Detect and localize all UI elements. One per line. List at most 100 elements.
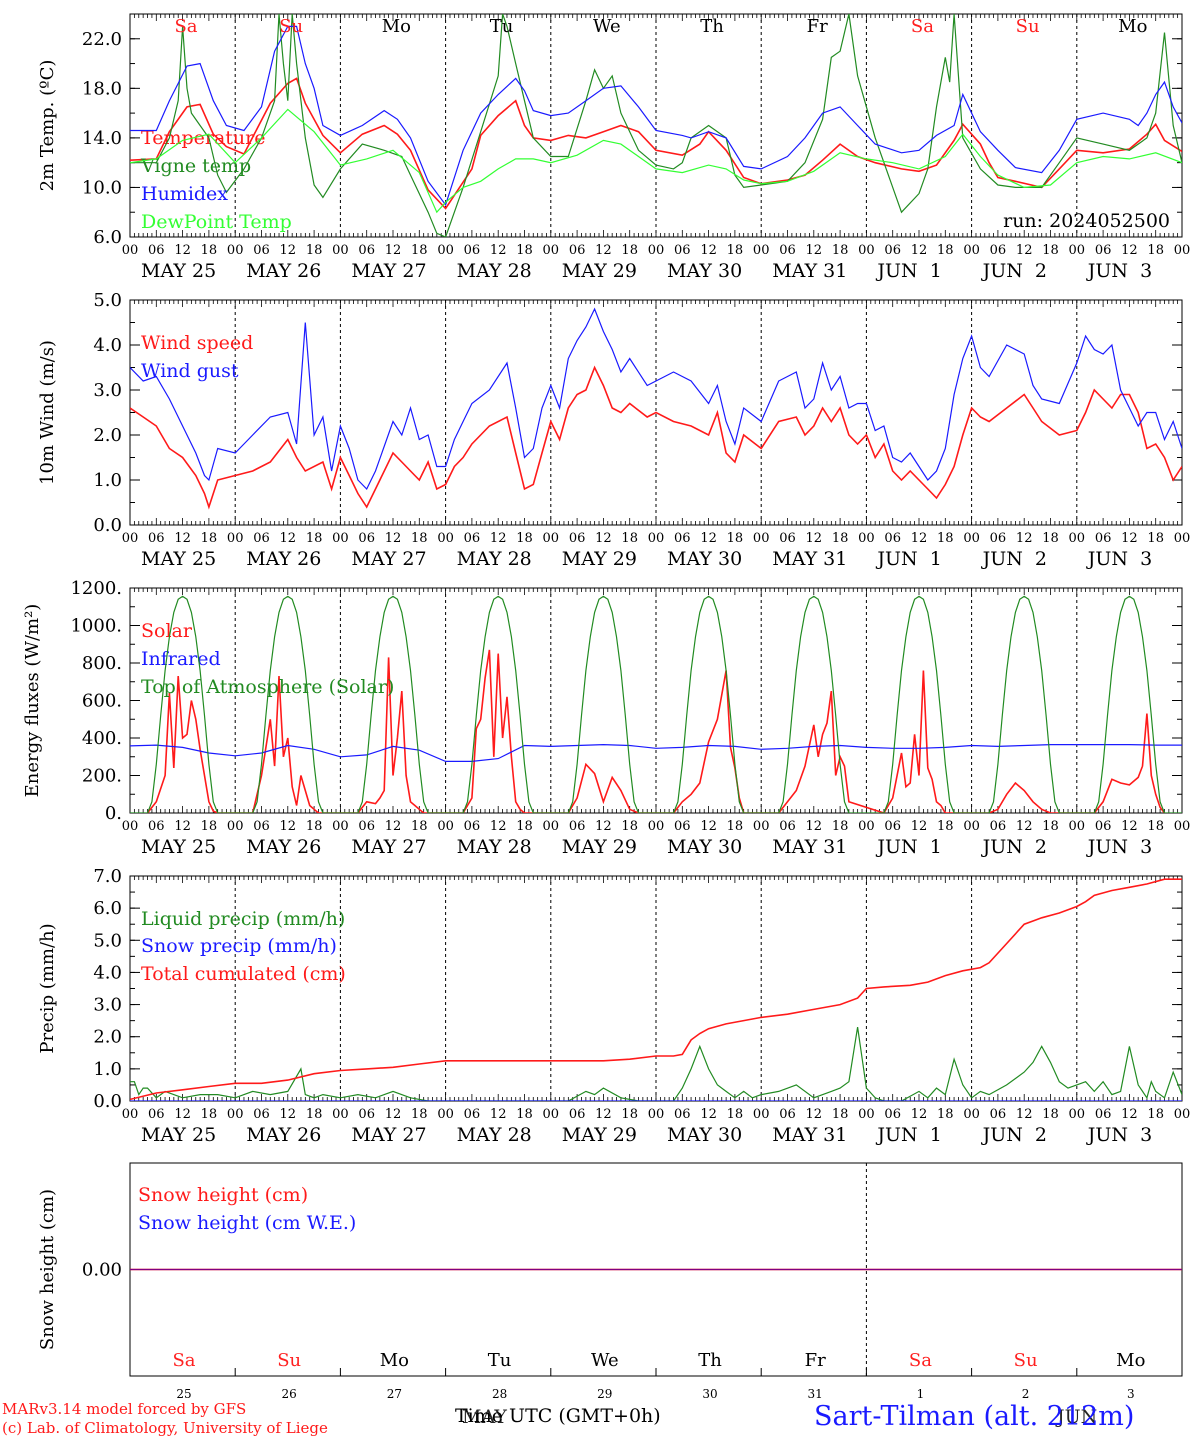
hour-tick-label: 00	[858, 531, 875, 546]
hour-tick-label: 00	[1069, 531, 1086, 546]
day-number-label: 25	[176, 1387, 191, 1401]
date-label: JUN 2	[981, 548, 1047, 570]
hour-tick-label: 12	[490, 819, 507, 834]
hour-tick-label: 06	[1095, 819, 1112, 834]
hour-tick-label: 06	[990, 1107, 1007, 1122]
y-tick-label: 0.0	[93, 515, 122, 536]
y-tick-label: 3.0	[93, 995, 122, 1016]
date-label: JUN 3	[1086, 1124, 1152, 1146]
hour-tick-label: 18	[201, 1107, 218, 1122]
hour-tick-label: 00	[332, 819, 349, 834]
legend-entry: Liquid precip (mm/h)	[141, 908, 345, 930]
hour-tick-label: 06	[253, 243, 270, 258]
y-tick-label: 0.00	[82, 1260, 122, 1281]
weekday-label-top: Sa	[174, 16, 197, 37]
hour-tick-label: 00	[227, 1107, 244, 1122]
hour-tick-label: 12	[806, 1107, 823, 1122]
hour-tick-label: 06	[779, 819, 796, 834]
series-line-infrared	[130, 743, 1182, 763]
y-tick-label: 5.0	[93, 930, 122, 951]
model-credit: MARv3.14 model forced by GFS	[2, 1400, 247, 1418]
weekday-label-top: Su	[1016, 16, 1040, 37]
weekday-label-top: Tu	[490, 16, 514, 37]
panel-wind: 00 06 12 18 00 06 12 18 00 06 12 18 00 06 12 18 00 06 12 18…	[37, 290, 1190, 570]
day-number-label: 26	[282, 1387, 297, 1401]
y-tick-label: 1.0	[93, 1059, 122, 1080]
weekday-label-bottom: Sa	[909, 1350, 932, 1371]
hour-tick-label: 18	[411, 1107, 428, 1122]
hour-tick-label: 06	[779, 531, 796, 546]
hour-tick-label: 12	[490, 243, 507, 258]
hour-tick-label: 12	[174, 531, 191, 546]
hour-tick-label: 06	[464, 243, 481, 258]
hour-tick-label: 18	[727, 1107, 744, 1122]
hour-tick-label: 12	[595, 1107, 612, 1122]
hour-tick-label: 18	[201, 531, 218, 546]
hour-tick-label: 18	[201, 243, 218, 258]
date-label: MAY 30	[667, 260, 742, 282]
date-label: MAY 31	[772, 1124, 847, 1146]
hour-tick-label: 12	[911, 819, 928, 834]
date-label: MAY 28	[457, 1124, 532, 1146]
month-label: JUN	[1055, 1406, 1097, 1428]
date-label: JUN 1	[875, 260, 941, 282]
hour-tick-label: 06	[674, 819, 691, 834]
hour-tick-label: 00	[1174, 531, 1191, 546]
hour-tick-label: 06	[884, 819, 901, 834]
hour-tick-label: 00	[437, 1107, 454, 1122]
hour-tick-label: 18	[937, 1107, 954, 1122]
weekday-label-top: Su	[279, 16, 303, 37]
hour-tick-label: 18	[516, 819, 533, 834]
series-line-top-of-atmosphere-solar-	[130, 595, 1182, 813]
panel-snow: 0.00 Snow height (cm) Snow height (cm) Snow…	[37, 1162, 1183, 1377]
hour-tick-label: 12	[806, 531, 823, 546]
hour-tick-label: 18	[621, 243, 638, 258]
hour-tick-label: 00	[753, 1107, 770, 1122]
hour-tick-label: 06	[569, 243, 586, 258]
hour-tick-label: 00	[122, 819, 139, 834]
weekday-label-bottom: Mo	[380, 1350, 409, 1371]
hour-tick-label: 06	[148, 531, 165, 546]
station-label: Sart-Tilman (alt. 212m)	[814, 1401, 1135, 1432]
legend-entry: Snow height (cm)	[138, 1184, 308, 1206]
legend-entry: Solar	[141, 620, 193, 642]
hour-tick-label: 00	[122, 1107, 139, 1122]
y-axis-label: 10m Wind (m/s)	[37, 340, 58, 485]
hour-tick-label: 12	[385, 819, 402, 834]
date-label: JUN 1	[875, 548, 941, 570]
time-axis-label: Time UTC (GMT+0h)	[455, 1405, 661, 1427]
hour-tick-label: 18	[727, 819, 744, 834]
hour-tick-label: 12	[911, 1107, 928, 1122]
hour-tick-label: 06	[148, 819, 165, 834]
hour-tick-label: 00	[543, 531, 560, 546]
y-tick-label: 5.0	[93, 290, 122, 311]
date-label: MAY 28	[457, 260, 532, 282]
legend-entry: Top of Atmosphere (Solar)	[141, 676, 394, 698]
legend-entry: Wind gust	[141, 360, 239, 382]
y-tick-label: 3.0	[93, 380, 122, 401]
date-label: JUN 3	[1086, 836, 1152, 858]
hour-tick-label: 12	[280, 819, 297, 834]
y-tick-label: 0.	[105, 803, 122, 824]
weekday-label-bottom: Sa	[172, 1350, 195, 1371]
legend-entry: Vigne temp	[140, 155, 251, 177]
hour-tick-label: 00	[648, 1107, 665, 1122]
hour-tick-label: 00	[648, 819, 665, 834]
y-tick-label: 10.0	[82, 177, 122, 198]
hour-tick-label: 12	[911, 243, 928, 258]
hour-tick-label: 00	[227, 243, 244, 258]
date-label: MAY 25	[141, 1124, 216, 1146]
hour-tick-label: 18	[411, 243, 428, 258]
hour-tick-label: 00	[963, 1107, 980, 1122]
series-line-total-cumulated-cm-	[130, 878, 1182, 1101]
series-line-solar	[146, 649, 1166, 813]
date-label: MAY 27	[351, 836, 426, 858]
hour-tick-label: 12	[385, 531, 402, 546]
date-label: MAY 26	[246, 260, 321, 282]
hour-tick-label: 06	[358, 531, 375, 546]
hour-tick-label: 18	[621, 531, 638, 546]
hour-tick-label: 12	[700, 243, 717, 258]
hour-tick-label: 18	[201, 819, 218, 834]
hour-tick-label: 06	[253, 531, 270, 546]
y-tick-label: 6.0	[93, 898, 122, 919]
